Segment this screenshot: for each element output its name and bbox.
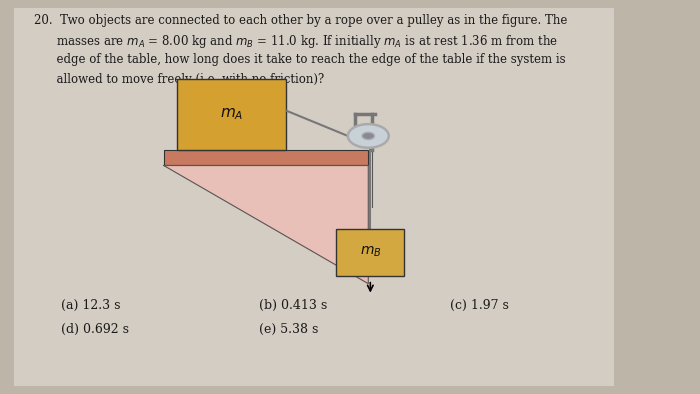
Text: allowed to move freely (i.e. with no friction)?: allowed to move freely (i.e. with no fri… <box>34 73 324 86</box>
Text: masses are $m_A$ = 8.00 kg and $m_B$ = 11.0 kg. If initially $m_A$ is at rest 1.: masses are $m_A$ = 8.00 kg and $m_B$ = 1… <box>34 33 558 50</box>
Text: (b) 0.413 s: (b) 0.413 s <box>259 299 328 312</box>
Polygon shape <box>164 165 368 284</box>
Circle shape <box>362 132 375 139</box>
Bar <box>336 229 405 276</box>
Bar <box>13 8 614 386</box>
Text: $m_B$: $m_B$ <box>360 245 381 259</box>
Bar <box>164 150 368 165</box>
Bar <box>177 79 286 150</box>
Text: (c) 1.97 s: (c) 1.97 s <box>450 299 509 312</box>
Text: $m_A$: $m_A$ <box>220 106 244 122</box>
Text: 20.  Two objects are connected to each other by a rope over a pulley as in the f: 20. Two objects are connected to each ot… <box>34 14 568 27</box>
Text: edge of the table, how long does it take to reach the edge of the table if the s: edge of the table, how long does it take… <box>34 53 566 66</box>
Text: (a) 12.3 s: (a) 12.3 s <box>62 299 121 312</box>
Text: (d) 0.692 s: (d) 0.692 s <box>62 323 130 336</box>
Text: (e) 5.38 s: (e) 5.38 s <box>259 323 318 336</box>
Circle shape <box>348 124 388 148</box>
